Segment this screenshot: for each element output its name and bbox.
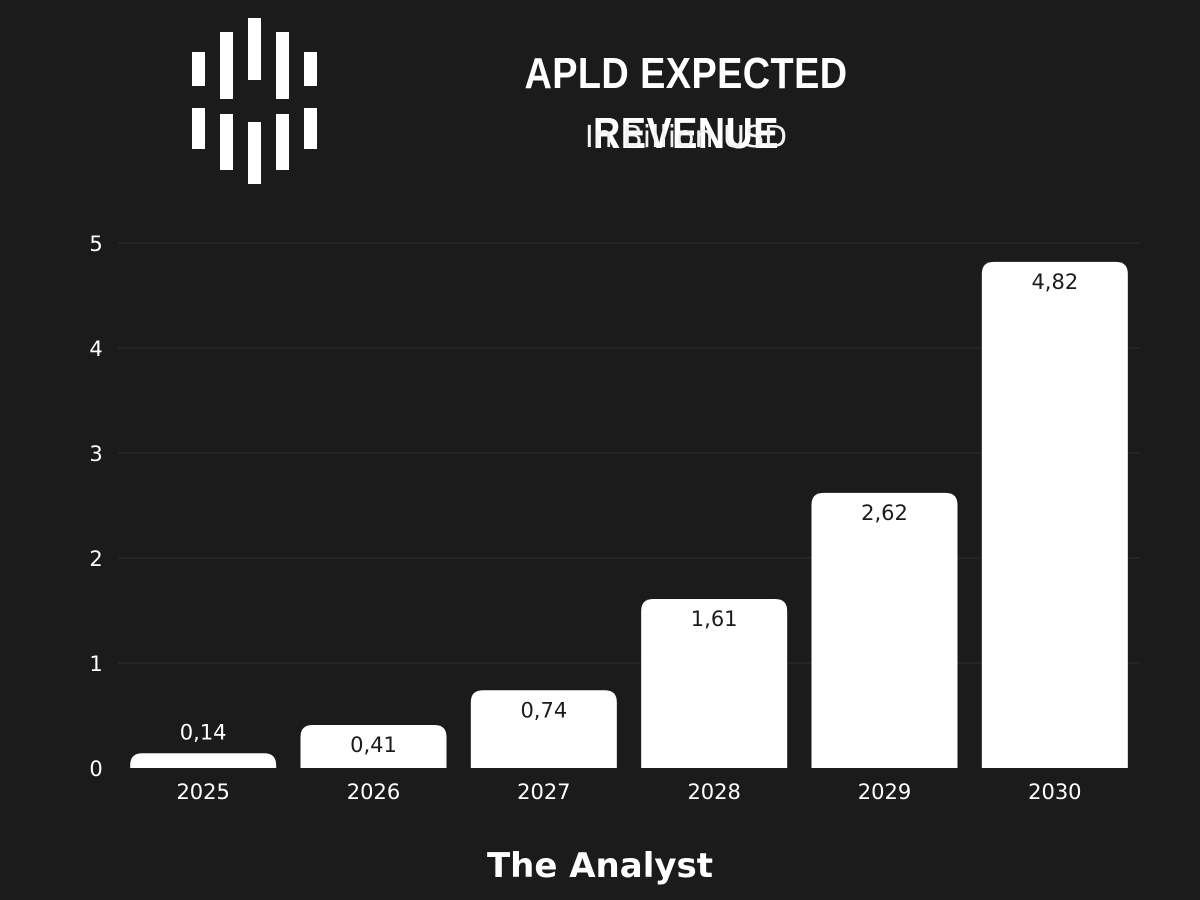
x-tick-label: 2029 bbox=[858, 780, 911, 804]
bar-2025 bbox=[130, 753, 277, 768]
y-axis-ticks: 0 1 2 3 4 5 bbox=[89, 232, 102, 781]
x-tick-label: 2025 bbox=[176, 780, 229, 804]
bar-value-label: 0,41 bbox=[350, 733, 397, 757]
bar-value-label: 0,74 bbox=[520, 698, 567, 722]
bar-value-label: 0,14 bbox=[180, 720, 227, 744]
x-tick-label: 2026 bbox=[347, 780, 400, 804]
y-tick-label: 0 bbox=[89, 757, 102, 781]
y-tick-label: 3 bbox=[89, 442, 102, 466]
logo-bar bbox=[220, 114, 233, 170]
logo-bar bbox=[304, 52, 317, 86]
logo-bar bbox=[248, 122, 261, 184]
logo-bar bbox=[220, 32, 233, 99]
bars bbox=[130, 261, 1128, 768]
bar-2027 bbox=[470, 690, 617, 768]
logo-bar bbox=[192, 108, 205, 149]
chart-subtitle: In Billion USD bbox=[584, 120, 788, 155]
bar-2026 bbox=[300, 724, 447, 768]
logo-bar bbox=[304, 108, 317, 149]
gridlines bbox=[118, 242, 1140, 664]
bar-value-label: 1,61 bbox=[691, 607, 738, 631]
x-tick-label: 2027 bbox=[517, 780, 570, 804]
logo-bar bbox=[192, 52, 205, 86]
footer-brand: The Analyst bbox=[486, 846, 714, 886]
logo-bar bbox=[276, 32, 289, 99]
y-tick-label: 4 bbox=[89, 337, 102, 361]
x-tick-label: 2030 bbox=[1028, 780, 1081, 804]
bar-2028 bbox=[641, 598, 788, 768]
logo-bar bbox=[248, 18, 261, 80]
vertical-bars-logo-icon bbox=[192, 18, 317, 184]
bar-value-label: 4,82 bbox=[1031, 270, 1078, 294]
bar-value-labels: 0,14 0,41 0,74 1,61 2,62 4,82 bbox=[180, 270, 1078, 757]
bar-value-label: 2,62 bbox=[861, 501, 908, 525]
y-tick-label: 2 bbox=[89, 547, 102, 571]
bar-2030 bbox=[981, 261, 1128, 768]
chart-title: APLD EXPECTED REVENUE bbox=[524, 49, 848, 158]
logo-bar bbox=[276, 114, 289, 170]
x-tick-label: 2028 bbox=[687, 780, 740, 804]
y-tick-label: 5 bbox=[89, 232, 102, 256]
y-tick-label: 1 bbox=[89, 652, 102, 676]
x-axis-ticks: 2025 2026 2027 2028 2029 2030 bbox=[176, 780, 1081, 804]
bar-2029 bbox=[811, 492, 958, 768]
